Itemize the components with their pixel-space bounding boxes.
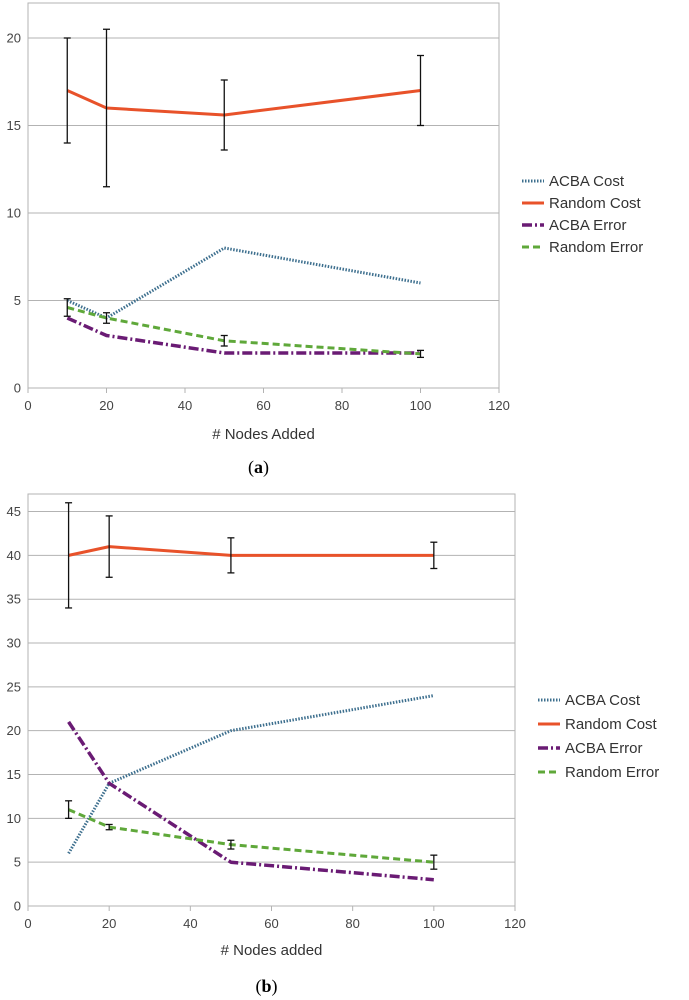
- panel-caption-b: (b): [255, 976, 277, 997]
- x-tick-label-b-100: 100: [423, 916, 445, 931]
- legend-label-b-acba-error: ACBA Error: [565, 740, 643, 757]
- series-line-b-acba-error: [67, 720, 434, 882]
- legend-label-b-acba-cost: ACBA Cost: [565, 692, 641, 709]
- series-line-a-acba-cost: [66, 246, 421, 320]
- y-tick-label-b-30: 30: [7, 636, 21, 651]
- chart-panel-b: 0 5 10 15 20 25 30 35 40 45 0 20 40 60 80 100 120 ACBA Co…: [7, 493, 659, 997]
- y-tick-label-b-40: 40: [7, 548, 21, 563]
- x-tick-label-a-120: 120: [488, 398, 510, 413]
- x-tick-label-b-80: 80: [345, 916, 359, 931]
- caption-letter-b: b: [261, 976, 271, 996]
- x-tick-label-a-60: 60: [256, 398, 270, 413]
- y-tick-label-b-5: 5: [14, 855, 21, 870]
- y-tick-label-a-15: 15: [7, 118, 21, 133]
- y-tick-label-a-0: 0: [14, 381, 21, 396]
- y-tick-label-b-10: 10: [7, 811, 21, 826]
- series-line-b-acba-cost: [67, 694, 435, 855]
- series-line-a-random-cost: [66, 89, 421, 117]
- legend-label-b-random-cost: Random Cost: [565, 716, 658, 733]
- legend-label-a-random-cost: Random Cost: [549, 195, 642, 212]
- legend-label-a-acba-cost: ACBA Cost: [549, 173, 625, 190]
- chart-panel-a: 0 5 10 15 20 0 20 40 60 80 100 120 ACBA Cost Random C…: [7, 2, 643, 478]
- series-line-a-random-error: [66, 306, 421, 356]
- series-line-a-acba-error: [66, 316, 421, 355]
- y-tick-label-b-0: 0: [14, 899, 21, 914]
- series-line-b-random-cost: [68, 545, 434, 557]
- x-tick-label-a-20: 20: [99, 398, 113, 413]
- y-tick-label-b-15: 15: [7, 767, 21, 782]
- x-tick-label-a-40: 40: [178, 398, 192, 413]
- plot-frame-a: [27, 2, 500, 389]
- legend-label-a-random-error: Random Error: [549, 239, 643, 256]
- y-tick-label-b-20: 20: [7, 723, 21, 738]
- series-line-b-random-error: [68, 808, 434, 864]
- caption-close-paren-b: ): [272, 976, 278, 997]
- caption-open-paren-a: (: [248, 457, 254, 478]
- y-tick-label-b-35: 35: [7, 592, 21, 607]
- x-axis-title-a: # Nodes Added: [212, 426, 315, 443]
- x-tick-label-a-80: 80: [335, 398, 349, 413]
- y-tick-label-a-5: 5: [14, 293, 21, 308]
- caption-close-paren-a: ): [263, 457, 269, 478]
- x-tick-label-b-20: 20: [102, 916, 116, 931]
- caption-letter-a: a: [254, 457, 263, 477]
- x-tick-label-a-0: 0: [24, 398, 31, 413]
- x-tick-label-b-60: 60: [264, 916, 278, 931]
- x-tick-label-b-0: 0: [24, 916, 31, 931]
- x-tick-label-a-100: 100: [410, 398, 432, 413]
- caption-open-paren-b: (: [255, 976, 261, 997]
- x-tick-label-b-40: 40: [183, 916, 197, 931]
- y-tick-label-b-45: 45: [7, 504, 21, 519]
- y-tick-label-b-25: 25: [7, 679, 21, 694]
- x-tick-label-b-120: 120: [504, 916, 526, 931]
- legend-label-a-acba-error: ACBA Error: [549, 217, 627, 234]
- x-axis-title-b: # Nodes added: [221, 942, 323, 959]
- legend-label-b-random-error: Random Error: [565, 764, 659, 781]
- y-tick-label-a-20: 20: [7, 31, 21, 46]
- y-tick-label-a-10: 10: [7, 206, 21, 221]
- panel-caption-a: (a): [248, 457, 269, 478]
